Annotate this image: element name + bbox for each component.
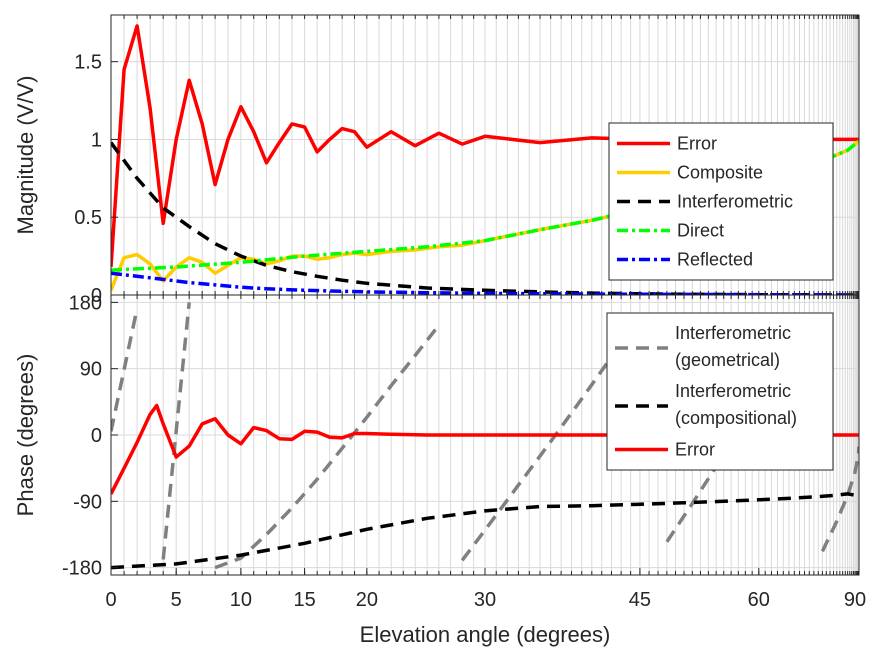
x-tick-label: 30 <box>474 589 496 611</box>
series-group <box>111 302 859 570</box>
x-tick-label: 90 <box>844 589 866 611</box>
y-tick-label: 180 <box>69 292 102 314</box>
x-tick-label: 5 <box>171 589 182 611</box>
legend-entry-label: (geometrical) <box>675 350 780 370</box>
y-axis-label: Phase (degrees) <box>13 354 38 517</box>
series-line-interferometric <box>111 141 859 295</box>
series-line-interferometric-geometrical <box>161 302 191 560</box>
legend-entry-label: Reflected <box>677 250 753 270</box>
x-tick-label: 45 <box>629 589 651 611</box>
series-line-error <box>111 403 859 495</box>
legend: Interferometric (geometrical) Interferomet… <box>606 312 834 471</box>
x-tick-label: 60 <box>748 589 770 611</box>
y-axis-label: Magnitude (V/V) <box>13 76 38 235</box>
x-axis-label: Elevation angle (degrees) <box>360 622 611 647</box>
legend-entry-label: Direct <box>677 221 724 241</box>
series-line-interferometric-compositional <box>111 492 859 570</box>
legend-entry-label: Composite <box>677 163 763 183</box>
x-tick-label: 0 <box>105 589 116 611</box>
legend-entry-label: Error <box>675 440 715 460</box>
y-tick-label: 0 <box>91 425 102 447</box>
x-tick-label: 10 <box>230 589 252 611</box>
legend: Error Composite Interferometric Direct Refle… <box>608 122 834 281</box>
legend-box <box>606 312 834 471</box>
y-tick-label: 0 <box>91 285 102 307</box>
y-tick-label: -180 <box>62 558 102 580</box>
y-tick-label: -90 <box>73 491 102 513</box>
phase-axes: -180 -90 0 90 180 0 5 10 15 20 30 45 60 90 Phase (degr… <box>13 292 866 647</box>
x-tick-label: 20 <box>356 589 378 611</box>
series-line-interferometric-geometrical <box>214 324 441 570</box>
legend-entry-label: (compositional) <box>675 408 797 428</box>
legend-entry-label: Interferometric <box>677 192 793 212</box>
magnitude-axes: 0 0.5 1 1.5 Magnitude (V/V) Error Composite Int… <box>13 14 860 307</box>
legend-entry-label: Interferometric <box>675 323 791 343</box>
y-tick-label: 1.5 <box>74 52 102 74</box>
legend-entry-label: Interferometric <box>675 381 791 401</box>
legend-entry-label: Error <box>677 134 717 154</box>
x-tick-label: 15 <box>293 589 315 611</box>
y-tick-label: 0.5 <box>74 207 102 229</box>
y-tick-label: 90 <box>80 359 102 381</box>
y-tick-label: 1 <box>91 129 102 151</box>
